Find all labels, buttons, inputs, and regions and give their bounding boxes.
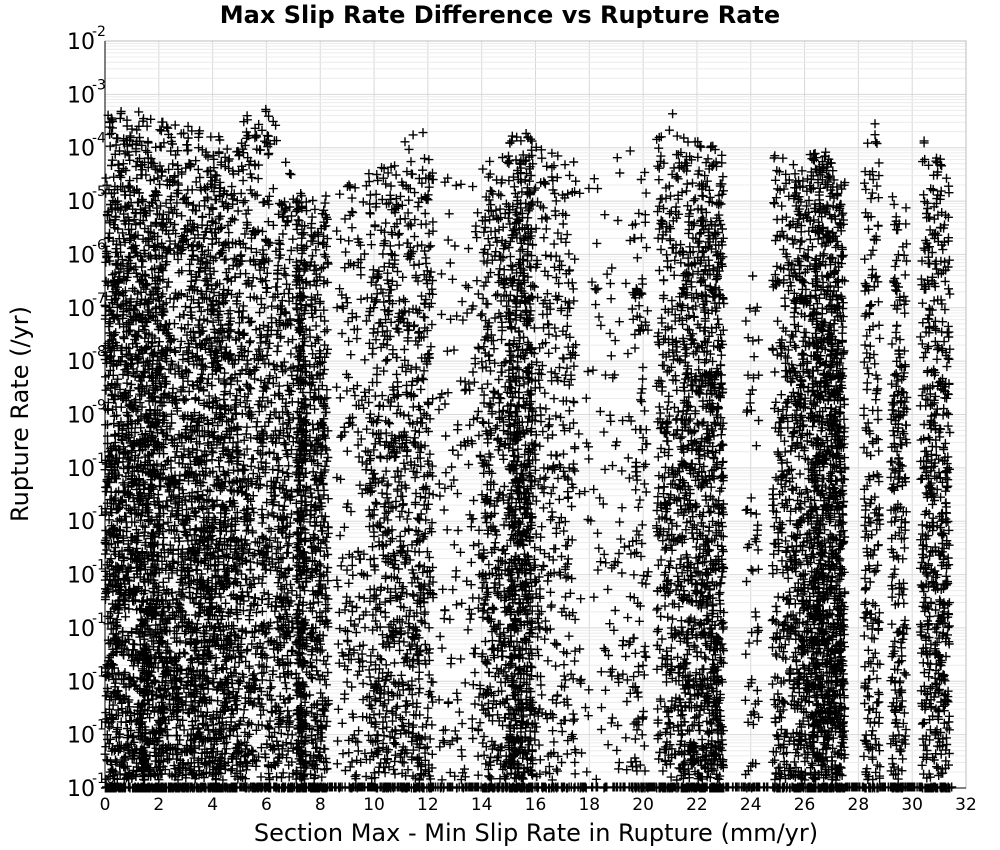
x-tick-label: 18 bbox=[578, 795, 600, 815]
y-tick-exponent: -16 bbox=[92, 771, 115, 787]
y-tick-labels: 10-210-310-410-510-610-710-810-910-1010-… bbox=[67, 24, 115, 802]
x-tick-label: 0 bbox=[100, 795, 111, 815]
x-tick-label: 4 bbox=[207, 795, 218, 815]
chart-title: Max Slip Rate Difference vs Rupture Rate bbox=[220, 1, 780, 29]
y-tick-exponent: -7 bbox=[92, 291, 106, 307]
scatter-markers bbox=[100, 104, 957, 793]
y-tick-label: 10 bbox=[67, 510, 95, 535]
x-tick-label: 28 bbox=[848, 795, 870, 815]
x-tick-label: 6 bbox=[261, 795, 272, 815]
x-tick-label: 12 bbox=[417, 795, 439, 815]
y-tick-exponent: -13 bbox=[92, 611, 115, 627]
x-tick-labels: 0 2 4 6 8 10 12 14 16 18 20 22 24 26 28 30 32 bbox=[100, 795, 977, 815]
y-tick-label: 10 bbox=[67, 190, 95, 215]
y-tick-exponent: -10 bbox=[92, 451, 115, 467]
x-tick-label: 20 bbox=[632, 795, 654, 815]
y-tick-label: 10 bbox=[67, 404, 95, 429]
y-tick-label: 10 bbox=[67, 457, 95, 482]
y-tick-label: 10 bbox=[67, 564, 95, 589]
y-tick-label: 10 bbox=[67, 670, 95, 695]
x-tick-label: 26 bbox=[794, 795, 816, 815]
y-tick-exponent: -3 bbox=[92, 77, 106, 93]
data-points bbox=[100, 104, 957, 793]
y-tick-label: 10 bbox=[67, 350, 95, 375]
x-axis-label: Section Max - Min Slip Rate in Rupture (… bbox=[254, 819, 818, 847]
y-tick-label: 10 bbox=[67, 83, 95, 108]
x-tick-label: 30 bbox=[901, 795, 923, 815]
y-tick-exponent: -14 bbox=[92, 664, 115, 680]
y-tick-exponent: -9 bbox=[92, 398, 106, 414]
y-tick-exponent: -5 bbox=[92, 184, 106, 200]
y-tick-label: 10 bbox=[67, 724, 95, 749]
y-tick-exponent: -15 bbox=[92, 718, 115, 734]
y-tick-label: 10 bbox=[67, 777, 95, 802]
y-tick-exponent: -6 bbox=[92, 237, 106, 253]
y-tick-exponent: -4 bbox=[92, 131, 106, 147]
y-tick-exponent: -2 bbox=[92, 24, 106, 40]
y-tick-label: 10 bbox=[67, 243, 95, 268]
x-tick-label: 24 bbox=[740, 795, 762, 815]
y-tick-label: 10 bbox=[67, 617, 95, 642]
x-tick-label: 16 bbox=[525, 795, 547, 815]
y-tick-label: 10 bbox=[67, 137, 95, 162]
y-tick-label: 10 bbox=[67, 30, 95, 55]
x-tick-label: 2 bbox=[153, 795, 164, 815]
y-tick-exponent: -8 bbox=[92, 344, 106, 360]
y-tick-exponent: -11 bbox=[92, 504, 115, 520]
x-tick-label: 32 bbox=[955, 795, 977, 815]
y-axis-label: Rupture Rate (/yr) bbox=[6, 306, 34, 522]
y-tick-exponent: -12 bbox=[92, 558, 115, 574]
y-tick-label: 10 bbox=[67, 297, 95, 322]
x-tick-label: 10 bbox=[363, 795, 385, 815]
x-tick-label: 22 bbox=[686, 795, 708, 815]
x-tick-label: 8 bbox=[315, 795, 326, 815]
x-tick-label: 14 bbox=[471, 795, 493, 815]
